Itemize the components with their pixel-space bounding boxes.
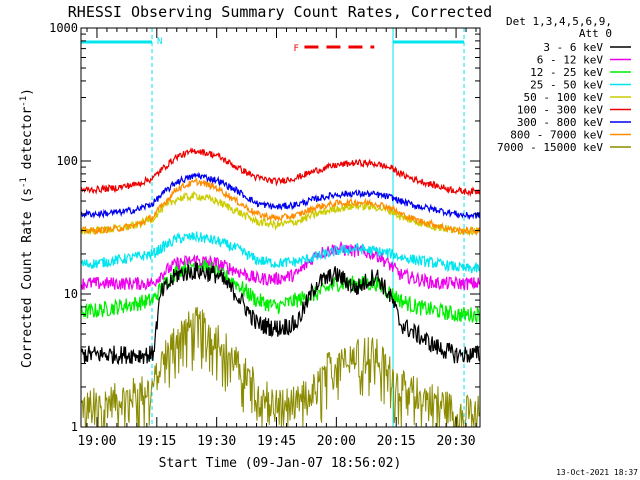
series-line-3-6keV bbox=[81, 261, 480, 366]
legend-header-detectors: Det 1,3,4,5,6,9, bbox=[506, 15, 612, 28]
legend-header-attenuator: Att 0 bbox=[579, 27, 612, 40]
y-tick-label: 100 bbox=[56, 154, 78, 168]
series-line-7000-15000keV bbox=[81, 307, 480, 427]
night-flag-label: N bbox=[157, 37, 162, 47]
x-axis-label: Start Time (09-Jan-07 18:56:02) bbox=[159, 456, 402, 471]
plot-axes: 1 10 100 1000 19:00 19:15 19:30 19:45 20:00 20:15… bbox=[49, 21, 481, 449]
y-tick-label: 10 bbox=[64, 287, 78, 301]
x-tick-label: 20:30 bbox=[436, 434, 475, 449]
series-line-300-800keV bbox=[81, 171, 480, 221]
legend-label: 3 - 6 keV bbox=[543, 41, 603, 54]
series-line-25-50keV bbox=[81, 231, 480, 274]
series-line-800-7000keV bbox=[81, 177, 480, 236]
timestamp: 13-Oct-2021 18:37 bbox=[556, 468, 638, 477]
legend-label: 7000 - 15000 keV bbox=[497, 141, 603, 154]
plot-frame bbox=[80, 27, 481, 428]
series-line-6-12keV bbox=[81, 240, 480, 291]
series-line-100-300keV bbox=[81, 147, 480, 197]
x-tick-label: 19:15 bbox=[137, 434, 176, 449]
chart-title: RHESSI Observing Summary Count Rates, Co… bbox=[68, 3, 492, 21]
x-tick-label: 20:15 bbox=[377, 434, 416, 449]
legend-label: 6 - 12 keV bbox=[537, 54, 604, 67]
series-line-12-25keV bbox=[81, 257, 480, 323]
x-tick-label: 19:30 bbox=[197, 434, 236, 449]
x-tick-label: 19:00 bbox=[77, 434, 116, 449]
y-tick-label: 1 bbox=[71, 420, 78, 434]
y-tick-label: 1000 bbox=[49, 21, 78, 35]
legend-label: 100 - 300 keV bbox=[517, 104, 603, 117]
legend-label: 25 - 50 keV bbox=[530, 79, 603, 92]
legend-label: 300 - 800 keV bbox=[517, 116, 603, 129]
legend-label: 12 - 25 keV bbox=[530, 66, 603, 79]
flare-flag-label: F bbox=[293, 44, 298, 54]
x-tick-label: 20:00 bbox=[317, 434, 356, 449]
series-line-50-100keV bbox=[81, 190, 480, 237]
legend-label: 800 - 7000 keV bbox=[510, 129, 603, 142]
y-axis-label: Corrected Count Rate (s-1 detector-1) bbox=[19, 88, 35, 368]
data-series-group bbox=[81, 147, 480, 427]
legend-label: 50 - 100 keV bbox=[524, 91, 604, 104]
x-tick-label: 19:45 bbox=[257, 434, 296, 449]
